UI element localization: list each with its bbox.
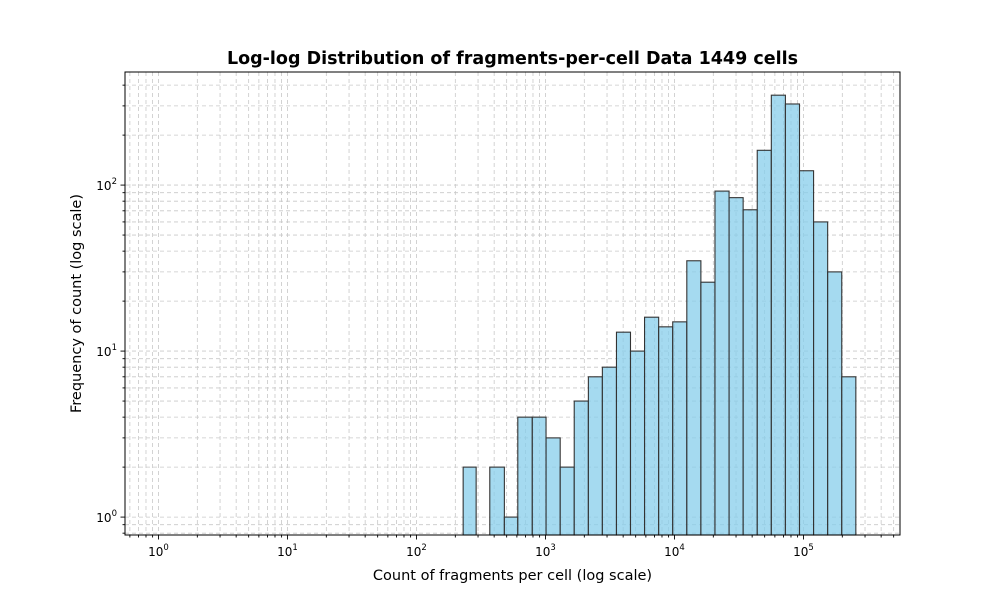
- plot-frame: [124, 71, 901, 536]
- histogram-bar: [714, 190, 730, 536]
- histogram-bar: [615, 331, 632, 536]
- histogram-bar: [784, 103, 801, 536]
- histogram-bar: [489, 466, 505, 536]
- x-axis-ticks: 100 101 102 103 104 105: [129, 535, 895, 559]
- chart-title: Log-log Distribution of fragments-per-ce…: [227, 49, 798, 69]
- y-tick-label: 102: [96, 177, 117, 193]
- x-tick-label: 104: [664, 543, 685, 559]
- histogram-bar: [658, 326, 674, 536]
- x-tick-label: 102: [406, 543, 427, 559]
- histogram-bar: [728, 197, 744, 536]
- histogram-bar: [629, 350, 646, 536]
- histogram-bars: [462, 94, 857, 536]
- histogram-bar: [517, 416, 533, 536]
- histogram-bar: [462, 466, 477, 536]
- y-tick-label: 101: [96, 343, 117, 359]
- histogram-bar: [700, 281, 716, 536]
- histogram-bar: [827, 271, 843, 536]
- x-tick-label: 103: [535, 543, 556, 559]
- histogram-bar: [672, 321, 688, 536]
- y-axis-label: Frequency of count (log scale): [69, 194, 85, 413]
- histogram-bar: [770, 94, 786, 536]
- histogram-bar: [601, 366, 618, 536]
- histogram-bar: [686, 260, 702, 536]
- x-tick-label: 105: [793, 543, 814, 559]
- histogram-bar: [742, 209, 758, 536]
- histogram-bar: [573, 400, 589, 536]
- histogram-bar: [545, 437, 561, 536]
- histogram-bar: [559, 466, 575, 536]
- histogram-bar: [587, 376, 603, 536]
- y-axis-ticks: 100 101 102: [96, 84, 125, 534]
- histogram-bar: [643, 316, 660, 536]
- x-tick-label: 101: [277, 543, 298, 559]
- histogram-bar: [503, 516, 519, 536]
- histogram-bar: [531, 416, 547, 536]
- histogram-bar: [813, 221, 829, 536]
- x-axis-label: Count of fragments per cell (log scale): [373, 568, 652, 584]
- histogram-bar: [798, 170, 815, 536]
- x-tick-label: 100: [148, 543, 169, 559]
- y-tick-label: 100: [96, 509, 117, 525]
- histogram-bar: [841, 376, 857, 536]
- histogram-bar: [756, 149, 772, 536]
